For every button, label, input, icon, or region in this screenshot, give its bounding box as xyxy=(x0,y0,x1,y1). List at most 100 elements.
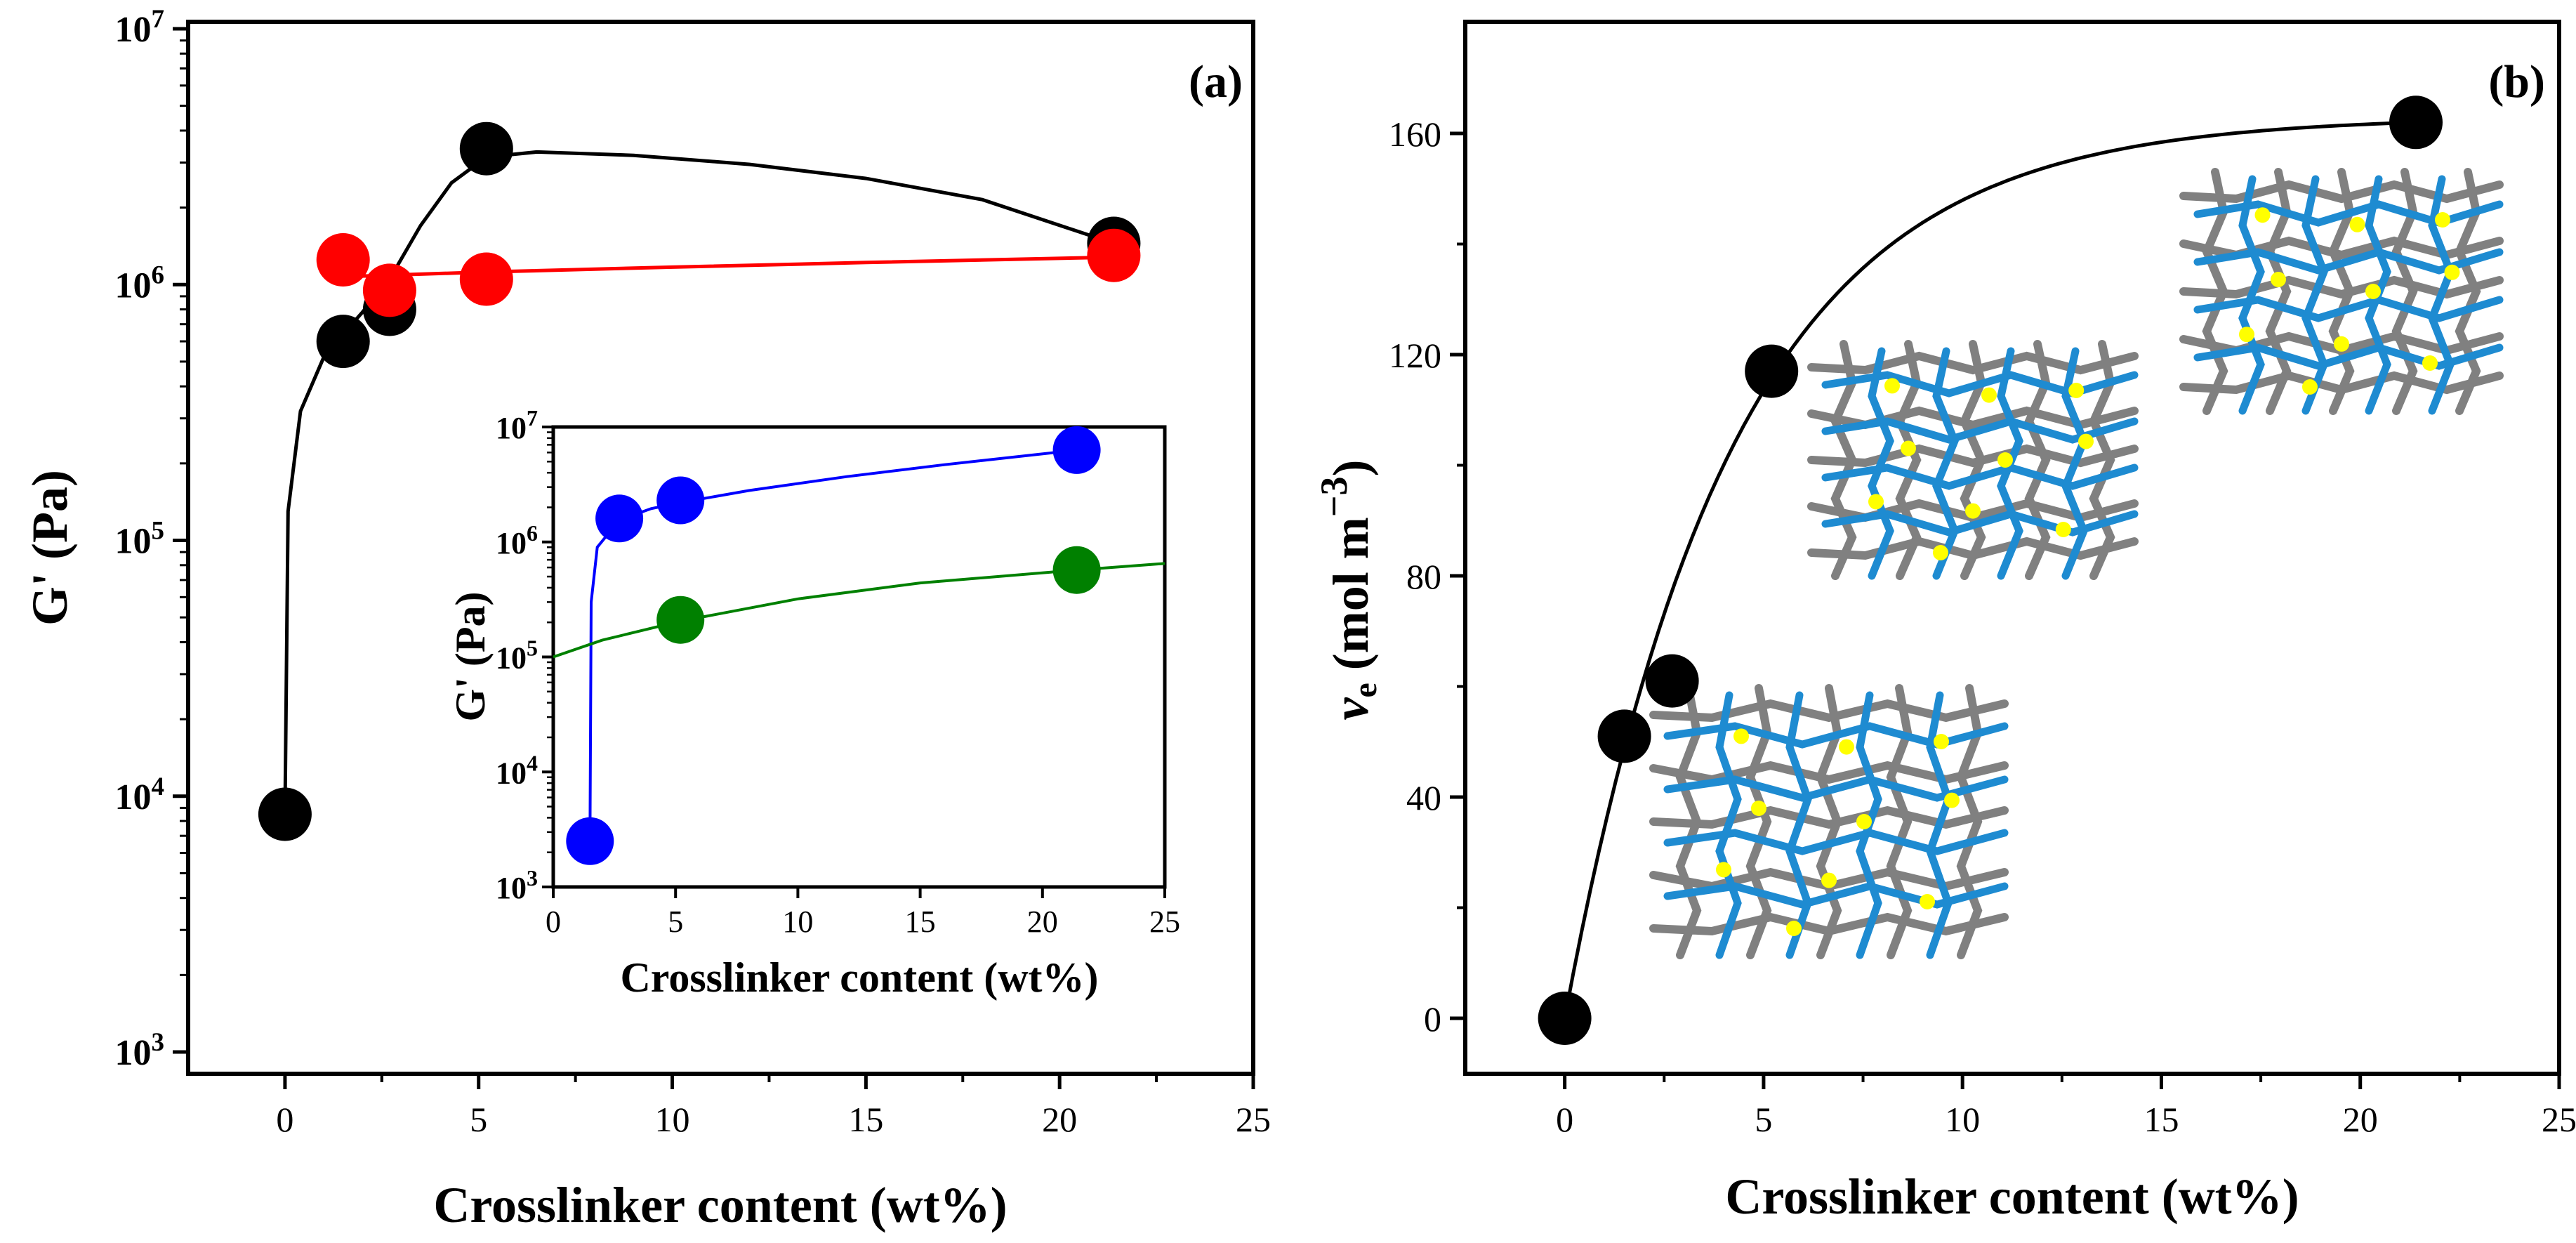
inset-points xyxy=(566,426,1101,865)
green-data-point xyxy=(1052,546,1101,594)
crosslink-dot xyxy=(2055,522,2071,537)
inset-x-tick-label: 25 xyxy=(1149,905,1180,939)
grey-chain xyxy=(1807,444,2139,468)
panel-a-ylabel: G' (Pa) xyxy=(22,470,78,626)
inset-frame xyxy=(551,425,1167,889)
black-data-point xyxy=(2389,96,2443,150)
blue-data-point xyxy=(566,817,614,865)
black-data-point xyxy=(316,315,370,369)
crosslink-dot xyxy=(2365,284,2381,299)
crosslink-dot xyxy=(1733,728,1749,744)
inset-y-tick-label: 105 xyxy=(496,636,538,676)
y-tick-label: 120 xyxy=(1389,336,1441,375)
network-mid-crosslink xyxy=(1807,340,2139,580)
red-data-point xyxy=(316,233,370,287)
inset-x-tick-label: 15 xyxy=(905,905,936,939)
inset-xlabel: Crosslinker content (wt%) xyxy=(620,954,1098,1001)
grey-chain xyxy=(2179,180,2504,204)
y-tick-label: 103 xyxy=(115,1028,165,1074)
blue-chain xyxy=(1785,691,1812,959)
panel-a-frame xyxy=(186,20,1255,1076)
crosslink-dot xyxy=(1884,378,1900,394)
panel-a-xlabel: Crosslinker content (wt%) xyxy=(433,1177,1007,1233)
grey-chain xyxy=(1807,351,2139,375)
inset-y-tick-label: 107 xyxy=(496,405,538,445)
crosslink-dot xyxy=(2078,433,2094,449)
inset-chart: 0 5 10 15 20 25 103 104 105 106 107 Crosslinker co… xyxy=(447,405,1180,1001)
y-tick-label: 80 xyxy=(1406,557,1441,596)
x-tick-label: 5 xyxy=(470,1100,487,1139)
black-data-point xyxy=(459,121,513,176)
x-tick-label: 25 xyxy=(1236,1100,1271,1139)
blue-data-point xyxy=(595,494,644,543)
crosslink-dot xyxy=(1821,872,1837,888)
x-tick-label: 15 xyxy=(2144,1100,2179,1139)
crosslink-dot xyxy=(2068,383,2085,398)
panel-b-ylabel: νe (mol m−3) xyxy=(1313,460,1384,721)
x-tick-label: 10 xyxy=(655,1100,690,1139)
black-data-point xyxy=(1538,992,1592,1045)
crosslink-dot xyxy=(1933,545,1948,560)
inset-y-tick-label: 104 xyxy=(496,750,538,790)
y-tick-label: 107 xyxy=(115,5,165,51)
crosslink-dot xyxy=(2435,212,2450,228)
inset-x-tick-label: 20 xyxy=(1027,905,1058,939)
y-tick-label: 40 xyxy=(1406,778,1441,817)
network-illustrations xyxy=(1649,168,2504,959)
y-tick-label: 104 xyxy=(115,772,165,817)
crosslink-dot xyxy=(1786,921,1802,936)
crosslink-dot xyxy=(1920,894,1935,909)
inset-x-tick-label: 5 xyxy=(668,905,683,939)
black-data-point xyxy=(1745,344,1799,398)
inset-y-tick-label: 106 xyxy=(496,520,538,560)
crosslink-dot xyxy=(1944,792,1960,808)
black-fit-line xyxy=(1563,120,2417,1019)
x-tick-label: 5 xyxy=(1755,1100,1772,1139)
crosslink-dot xyxy=(1901,440,1916,456)
blue-chain xyxy=(1932,347,1959,580)
panel-b-xlabel: Crosslinker content (wt%) xyxy=(1725,1169,2299,1225)
inset-ticks: 0 5 10 15 20 25 103 104 105 106 107 xyxy=(496,405,1180,939)
panel-b-fit-curve xyxy=(1563,120,2417,1019)
black-data-point xyxy=(1597,709,1651,763)
crosslink-dot xyxy=(1716,862,1731,878)
red-data-point xyxy=(1087,228,1141,282)
crosslink-dot xyxy=(2254,207,2271,223)
red-fit-line xyxy=(362,255,1114,278)
inset-x-tick-label: 10 xyxy=(782,905,813,939)
crosslink-dot xyxy=(1751,801,1766,816)
blue-chain xyxy=(2428,175,2455,415)
panel-b-tag: (b) xyxy=(2488,56,2545,107)
network-low-crosslink xyxy=(1649,684,2009,959)
crosslink-dot xyxy=(2239,327,2254,343)
x-tick-label: 15 xyxy=(848,1100,883,1139)
panel-b-ticks: 0 5 10 15 20 25 0 40 80 120 160 xyxy=(1389,114,2576,1139)
crosslink-dot xyxy=(1965,503,1981,519)
blue-chain xyxy=(1868,347,1894,580)
black-fit-line xyxy=(283,150,1115,815)
x-tick-label: 20 xyxy=(1042,1100,1077,1139)
inset-ylabel: G' (Pa) xyxy=(447,592,494,722)
crosslink-dot xyxy=(2349,216,2365,232)
x-tick-label: 20 xyxy=(2343,1100,2378,1139)
panel-b-frame xyxy=(1463,20,2561,1076)
crosslink-dot xyxy=(1839,739,1854,755)
panel-a-points xyxy=(258,121,1141,841)
crosslink-dot xyxy=(2334,336,2349,352)
x-tick-label: 0 xyxy=(1556,1100,1573,1139)
grey-chain xyxy=(1649,805,2009,829)
panel-a-tag: (a) xyxy=(1189,56,1243,107)
grey-chain xyxy=(1649,699,2009,723)
blue-chain xyxy=(1715,691,1742,959)
grey-chain xyxy=(2179,275,2504,299)
red-data-point xyxy=(459,252,513,306)
blue-chain xyxy=(1926,691,1953,959)
crosslink-dot xyxy=(1934,734,1949,749)
blue-data-point xyxy=(656,476,705,525)
x-tick-label: 10 xyxy=(1945,1100,1980,1139)
grey-chain xyxy=(1649,761,2009,784)
y-tick-label: 106 xyxy=(115,261,165,306)
